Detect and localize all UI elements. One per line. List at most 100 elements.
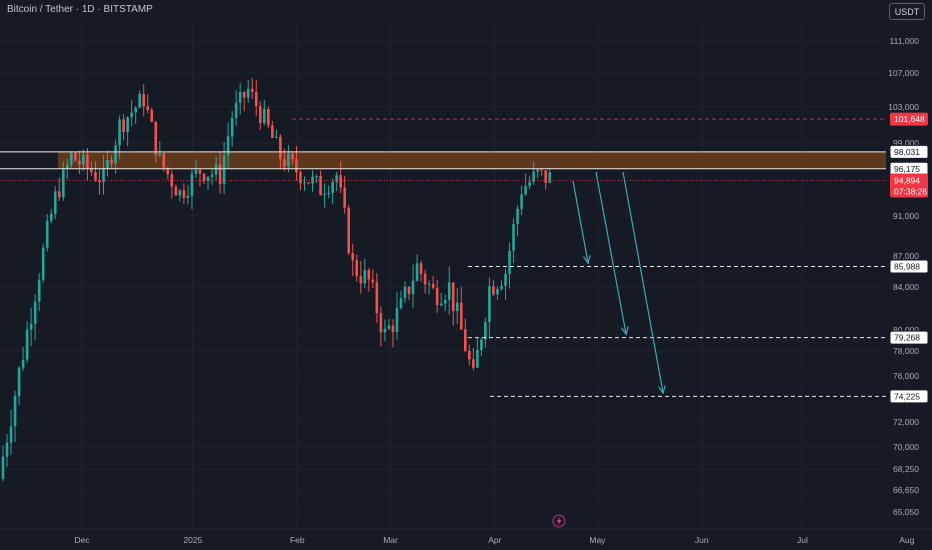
candle-body bbox=[178, 190, 182, 196]
price-tag bbox=[889, 389, 929, 404]
event-marker[interactable] bbox=[552, 514, 566, 528]
candle-body bbox=[110, 159, 113, 164]
price-tag-label: 96,175 bbox=[894, 164, 920, 174]
candle-body bbox=[319, 176, 322, 196]
time-axis-tick-label: May bbox=[589, 535, 606, 545]
price-axis-tick-label: 91,000 bbox=[893, 211, 919, 221]
candle-body bbox=[53, 191, 57, 214]
price-axis-tick-label: 65,050 bbox=[893, 507, 919, 517]
candle-body bbox=[391, 325, 395, 332]
candle-body bbox=[45, 220, 49, 248]
price-axis[interactable]: 111,000107,000103,00099,00091,00087,0008… bbox=[888, 36, 919, 517]
candle-body bbox=[33, 301, 37, 324]
candle-body bbox=[263, 109, 266, 124]
candle-body bbox=[138, 93, 141, 108]
projection-arrow bbox=[595, 171, 626, 334]
price-axis-tick-label: 70,000 bbox=[893, 442, 919, 452]
price-axis-tick-label: 99,000 bbox=[893, 138, 919, 148]
candle-body bbox=[447, 282, 451, 300]
candle-body bbox=[291, 153, 294, 160]
price-tag-label: 79,268 bbox=[894, 333, 920, 343]
candle-body bbox=[238, 91, 242, 103]
time-axis-tick-label: Apr bbox=[488, 535, 501, 545]
candle-body bbox=[411, 280, 415, 295]
candle-body bbox=[287, 153, 290, 167]
candle-body bbox=[194, 169, 198, 174]
candle-body bbox=[17, 367, 21, 396]
candle-body bbox=[488, 286, 491, 323]
price-axis-tick-label: 103,000 bbox=[888, 102, 919, 112]
candle-body bbox=[29, 323, 33, 330]
candle-body bbox=[500, 285, 503, 289]
candle-body bbox=[443, 299, 447, 304]
time-axis-tick-label: Mar bbox=[383, 535, 398, 545]
time-axis-tick-label: 2025 bbox=[183, 535, 202, 545]
price-tag-label: 74,225 bbox=[894, 391, 920, 401]
candle-body bbox=[504, 273, 507, 286]
price-axis-tick-label: 80,000 bbox=[893, 325, 919, 335]
candle-body bbox=[174, 186, 178, 196]
candle-body bbox=[5, 442, 9, 457]
time-axis-tick-label: Aug bbox=[899, 535, 914, 545]
candle-body bbox=[74, 153, 77, 161]
candle-body bbox=[62, 168, 65, 198]
candle-body bbox=[21, 359, 25, 368]
candle-body bbox=[186, 195, 190, 198]
candle-body bbox=[536, 169, 539, 172]
time-axis[interactable]: Dec 2025 Feb Mar Apr May Jun Jul Aug bbox=[0, 528, 932, 545]
projection-arrows bbox=[572, 171, 663, 392]
candle-body bbox=[351, 253, 355, 261]
candle-body bbox=[484, 322, 487, 340]
candle-body bbox=[492, 286, 495, 295]
candle-body bbox=[279, 136, 282, 160]
candle-body bbox=[331, 182, 334, 193]
candle-body bbox=[9, 426, 13, 443]
candle-body bbox=[70, 153, 73, 165]
candle-body bbox=[37, 279, 41, 302]
candle-body bbox=[13, 395, 17, 427]
candle-body bbox=[86, 154, 89, 169]
candle-body bbox=[395, 308, 399, 332]
candle-body bbox=[435, 287, 439, 306]
candle-body bbox=[407, 286, 411, 295]
price-axis-tick-label: 107,000 bbox=[888, 68, 919, 78]
candle-body bbox=[202, 173, 206, 182]
candle-body bbox=[162, 153, 166, 168]
time-axis-tick-label: Jun bbox=[695, 535, 709, 545]
candle-body bbox=[323, 194, 326, 196]
candle-body bbox=[520, 194, 523, 209]
candle-body bbox=[415, 263, 419, 281]
candle-body bbox=[399, 298, 403, 309]
price-tag-label: 101,648 bbox=[894, 114, 925, 124]
resistance-zone bbox=[58, 151, 886, 169]
candle-body bbox=[371, 279, 375, 283]
time-axis-tick-label: Jul bbox=[797, 535, 808, 545]
candle-body bbox=[166, 167, 170, 175]
candle-body bbox=[25, 329, 29, 360]
candle-body bbox=[106, 159, 109, 169]
current-price-tag bbox=[890, 173, 928, 198]
candle-body bbox=[359, 276, 363, 284]
candle-body bbox=[94, 172, 97, 181]
candle-body bbox=[303, 182, 306, 184]
currency-button[interactable]: USDT bbox=[889, 3, 925, 20]
candle-body bbox=[234, 102, 238, 118]
candle-body bbox=[154, 121, 158, 156]
candle-body bbox=[78, 160, 81, 165]
candle-body bbox=[335, 175, 338, 183]
candle-body bbox=[508, 250, 511, 274]
candle-body bbox=[524, 186, 527, 195]
price-axis-tick-label: 78,000 bbox=[893, 346, 919, 356]
candle-body bbox=[403, 286, 407, 299]
candle-body bbox=[451, 282, 455, 312]
price-axis-tick-label: 72,000 bbox=[893, 417, 919, 427]
candle-body bbox=[516, 208, 519, 225]
candle-body bbox=[528, 181, 531, 187]
candle-body bbox=[431, 283, 435, 288]
grid-lines bbox=[0, 22, 908, 528]
candle-body bbox=[439, 303, 443, 306]
candle-body bbox=[158, 153, 162, 156]
time-axis-tick-label: Dec bbox=[74, 535, 90, 545]
candle-body bbox=[258, 106, 262, 124]
